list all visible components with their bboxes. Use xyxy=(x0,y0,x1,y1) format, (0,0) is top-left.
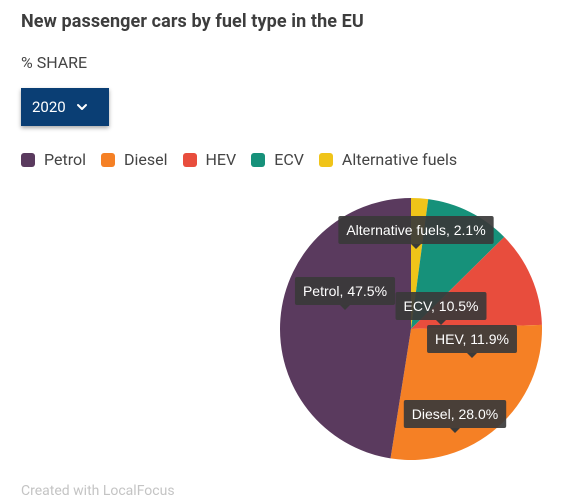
legend-item-ecv[interactable]: ECV xyxy=(251,150,304,169)
chevron-down-icon xyxy=(76,104,87,110)
legend-label: Alternative fuels xyxy=(341,150,458,169)
legend-swatch xyxy=(21,152,35,167)
legend-swatch xyxy=(101,152,115,167)
legend-label: Petrol xyxy=(44,150,86,169)
legend-item-alternative-fuels[interactable]: Alternative fuels xyxy=(318,150,458,169)
svg-text:ECV, 10.5%: ECV, 10.5% xyxy=(404,298,479,314)
legend-swatch xyxy=(251,152,266,167)
svg-text:Alternative fuels, 2.1%: Alternative fuels, 2.1% xyxy=(346,222,485,238)
data-label-petrol: Petrol, 47.5% xyxy=(294,277,396,310)
svg-text:HEV, 11.9%: HEV, 11.9% xyxy=(435,331,509,347)
footer-credit: Created with LocalFocus xyxy=(21,483,175,495)
data-label-diesel: Diesel, 28.0% xyxy=(403,400,507,433)
legend-label: Diesel xyxy=(124,150,168,169)
svg-text:Diesel, 28.0%: Diesel, 28.0% xyxy=(412,406,498,422)
legend-item-petrol[interactable]: Petrol xyxy=(21,150,86,169)
chart-title: New passenger cars by fuel type in the E… xyxy=(21,11,364,32)
legend-swatch xyxy=(318,152,333,167)
pie-slice-petrol[interactable] xyxy=(279,198,411,459)
chart-subtitle: % SHARE xyxy=(21,53,88,72)
data-label-alternative-fuels: Alternative fuels, 2.1% xyxy=(338,216,494,249)
legend-item-hev[interactable]: HEV xyxy=(182,150,237,169)
legend: Petrol Diesel HEV ECV Alternative fuels xyxy=(21,150,472,169)
legend-label: HEV xyxy=(205,150,237,169)
data-label-hev: HEV, 11.9% xyxy=(427,325,517,358)
legend-swatch xyxy=(182,152,197,167)
legend-label: ECV xyxy=(274,150,304,169)
legend-item-diesel[interactable]: Diesel xyxy=(101,150,168,169)
data-label-ecv: ECV, 10.5% xyxy=(395,292,487,325)
year-dropdown-value: 2020 xyxy=(32,98,66,116)
year-dropdown[interactable]: 2020 xyxy=(21,88,109,126)
svg-text:Petrol, 47.5%: Petrol, 47.5% xyxy=(303,283,387,299)
